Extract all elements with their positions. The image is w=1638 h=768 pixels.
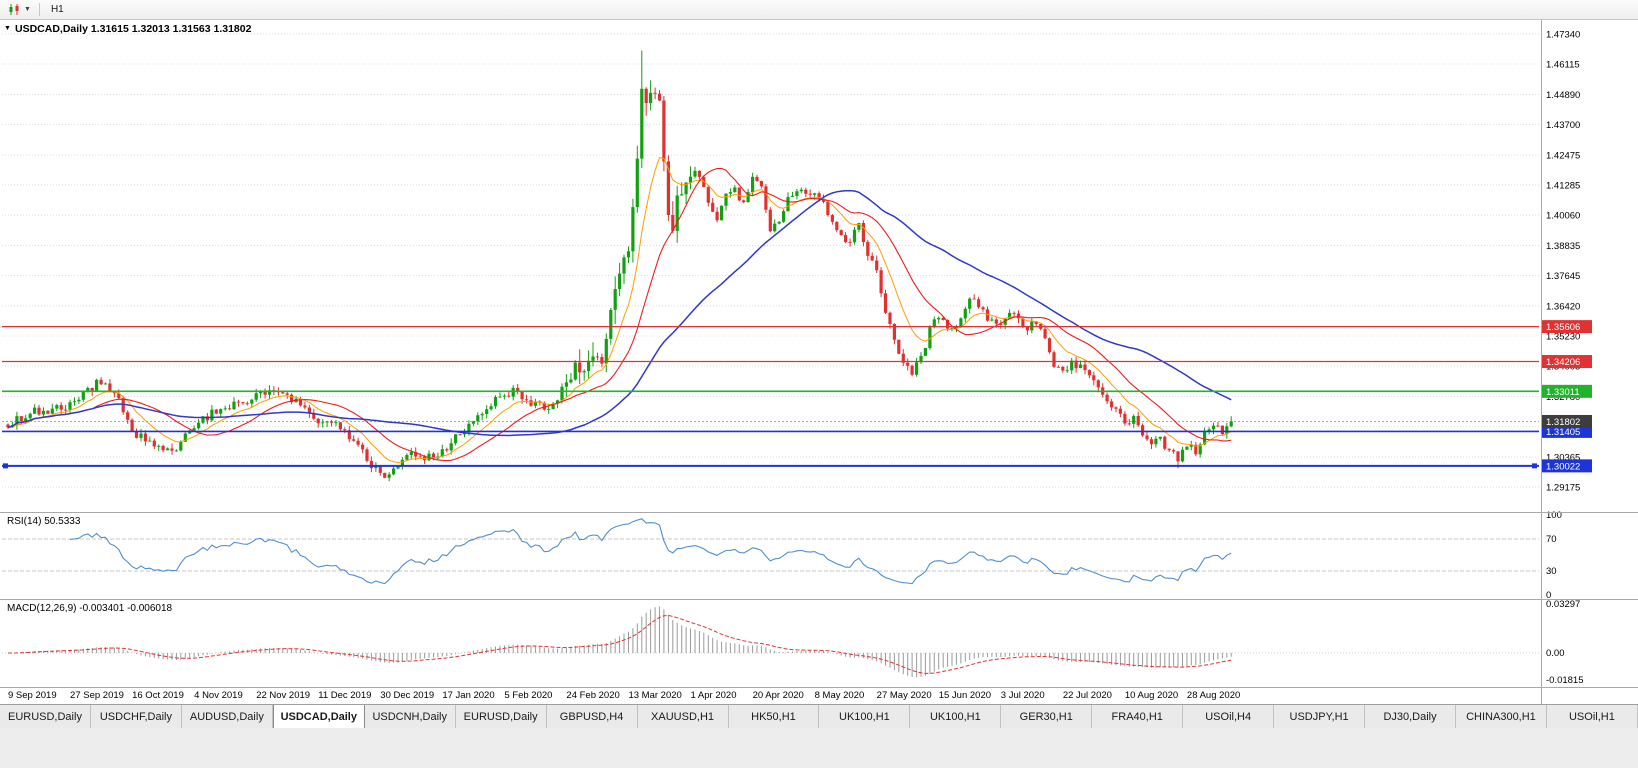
time-axis-label: 10 Aug 2020	[1125, 690, 1178, 701]
rsi-panel: 100 70 30 0	[2, 510, 1562, 601]
price-axis-label: 1.38835	[1546, 241, 1580, 252]
time-axis-label: 13 Mar 2020	[628, 690, 681, 701]
chart-tab-dj30-daily[interactable]: DJ30,Daily	[1365, 705, 1456, 728]
panel-separators[interactable]	[0, 512, 1638, 688]
main-chart-svg[interactable]: 1.47340 1.46115 1.44890 1.43700 1.42475 1.412…	[0, 20, 1638, 704]
time-axis-label: 30 Dec 2019	[380, 690, 434, 701]
line-end-marker[interactable]	[1532, 463, 1537, 469]
timeframe-toolbar: ▼ M1M5M15M30H1H4D1W1MN	[0, 0, 1638, 83]
price-gridlines	[2, 33, 1539, 488]
fast-ma-line	[7, 157, 1232, 464]
price-axis-label: 1.40060	[1546, 211, 1580, 222]
chart-tab-usdjpy-h1[interactable]: USDJPY,H1	[1274, 705, 1366, 728]
price-axis-label: 1.29175	[1546, 483, 1580, 494]
chart-tab-usdcad-daily[interactable]: USDCAD,Daily	[272, 705, 365, 728]
price-axis[interactable]: 1.47340 1.46115 1.44890 1.43700 1.42475 1.412…	[1542, 30, 1592, 494]
price-tag-text: 1.34206	[1546, 357, 1580, 368]
time-axis-label: 27 May 2020	[877, 690, 932, 701]
chevron-down-icon: ▼	[24, 6, 31, 13]
price-tag-1.34206	[1542, 355, 1592, 369]
time-axis-label: 28 Aug 2020	[1187, 690, 1240, 701]
rsi-axis-label: 30	[1546, 566, 1557, 577]
chart-tab-eurusd-daily[interactable]: EURUSD,Daily	[456, 705, 547, 728]
chart-tab-hk50-h1[interactable]: HK50,H1	[729, 705, 820, 728]
time-axis-label: 11 Dec 2019	[318, 690, 371, 701]
time-axis-label: 4 Nov 2019	[194, 690, 243, 701]
status-area	[0, 728, 1638, 768]
bull-bodies	[10, 88, 1233, 478]
rsi-line	[69, 518, 1232, 585]
price-tag-1.35606	[1542, 320, 1592, 334]
chart-tab-gbpusd-h4[interactable]: GBPUSD,H4	[547, 705, 638, 728]
chart-type-icon[interactable]: ▼	[4, 3, 34, 16]
chart-tab-fra40-h1[interactable]: FRA40,H1	[1092, 705, 1184, 728]
line-end-marker[interactable]	[3, 463, 8, 469]
macd-axis-label: 0.00	[1546, 648, 1565, 659]
time-axis[interactable]: 9 Sep 2019 27 Sep 2019 16 Oct 2019 4 Nov 20…	[8, 690, 1240, 701]
price-axis-label: 1.35230	[1546, 332, 1580, 343]
price-axis-label: 1.43700	[1546, 120, 1580, 131]
time-axis-label: 1 Apr 2020	[691, 690, 737, 701]
chart-tab-usdchf-daily[interactable]: USDCHF,Daily	[91, 705, 182, 728]
timeframe-button-h1[interactable]: H1	[50, 4, 64, 15]
price-axis-label: 1.37645	[1546, 271, 1580, 282]
chart-tab-usoil-h1[interactable]: USOil,H1	[1547, 705, 1638, 728]
macd-histogram	[11, 606, 1232, 678]
price-axis-label: 1.36420	[1546, 301, 1580, 312]
macd-axis-label: -0.01815	[1546, 675, 1584, 686]
price-axis-label: 1.47340	[1546, 30, 1580, 41]
chart-tab-ger30-h1[interactable]: GER30,H1	[1001, 705, 1093, 728]
bull-wicks	[11, 50, 1232, 482]
rsi-axis-label: 0	[1546, 590, 1551, 601]
chart-tab-uk100-h1[interactable]: UK100,H1	[910, 705, 1002, 728]
chart-tab-audusd-daily[interactable]: AUDUSD,Daily	[182, 705, 273, 728]
price-tag-text: 1.33011	[1546, 387, 1580, 398]
chart-tab-usoil-h4[interactable]: USOil,H4	[1183, 705, 1275, 728]
price-axis-label: 1.30365	[1546, 452, 1580, 463]
macd-signal-line	[8, 614, 1232, 674]
chart-tab-xauusd-h1[interactable]: XAUUSD,H1	[638, 705, 729, 728]
current-price-tag	[1542, 414, 1592, 428]
price-tag-text: 1.35606	[1546, 322, 1580, 333]
time-axis-label: 15 Jun 2020	[939, 690, 991, 701]
time-axis-label: 5 Feb 2020	[504, 690, 552, 701]
subwindow-collapse-marker[interactable]: ▼	[4, 25, 11, 32]
price-tag-1.31405	[1542, 424, 1592, 438]
price-tag-1.30022	[1542, 459, 1592, 473]
mid-ma-line	[7, 167, 1232, 462]
time-axis-label: 22 Jul 2020	[1063, 690, 1112, 701]
price-axis-label: 1.44890	[1546, 90, 1580, 101]
time-axis-label: 20 Apr 2020	[753, 690, 804, 701]
candlestick-chart-icon	[9, 4, 19, 15]
rsi-axis-label: 70	[1546, 534, 1557, 545]
time-axis-label: 16 Oct 2019	[132, 690, 184, 701]
chart-tab-china300-h1[interactable]: CHINA300,H1	[1456, 705, 1547, 728]
time-axis-label: 9 Sep 2019	[8, 690, 57, 701]
slow-ma-line	[7, 189, 1232, 437]
time-axis-label: 22 Nov 2019	[256, 690, 310, 701]
macd-panel: 0.03297 0.00 -0.01815	[2, 599, 1584, 686]
price-axis-label: 1.46115	[1546, 60, 1580, 71]
current-price-text: 1.31802	[1546, 417, 1580, 428]
time-axis-label: 17 Jan 2020	[442, 690, 494, 701]
price-axis-label: 1.41285	[1546, 181, 1580, 192]
chart-area[interactable]: 1.47340 1.46115 1.44890 1.43700 1.42475 1.412…	[0, 20, 1638, 704]
price-tag-text: 1.31405	[1546, 427, 1580, 438]
time-axis-label: 27 Sep 2019	[70, 690, 124, 701]
time-axis-label: 3 Jul 2020	[1001, 690, 1045, 701]
price-tag-1.33011	[1542, 384, 1592, 398]
time-axis-label: 8 May 2020	[815, 690, 865, 701]
macd-axis-label: 0.03297	[1546, 599, 1580, 610]
chart-tab-eurusd-daily[interactable]: EURUSD,Daily	[0, 705, 91, 728]
toolbar-separator	[38, 3, 40, 16]
chart-tab-usdcnh-daily[interactable]: USDCNH,Daily	[365, 705, 456, 728]
chart-tab-uk100-h1[interactable]: UK100,H1	[819, 705, 911, 728]
price-plot	[2, 50, 1539, 482]
rsi-axis-label: 100	[1546, 510, 1562, 521]
chart-tab-bar: EURUSD,Daily USDCHF,Daily AUDUSD,Daily USDC…	[0, 704, 1638, 728]
price-tag-text: 1.30022	[1546, 461, 1580, 472]
time-axis-label: 24 Feb 2020	[566, 690, 619, 701]
price-axis-label: 1.42475	[1546, 150, 1580, 161]
